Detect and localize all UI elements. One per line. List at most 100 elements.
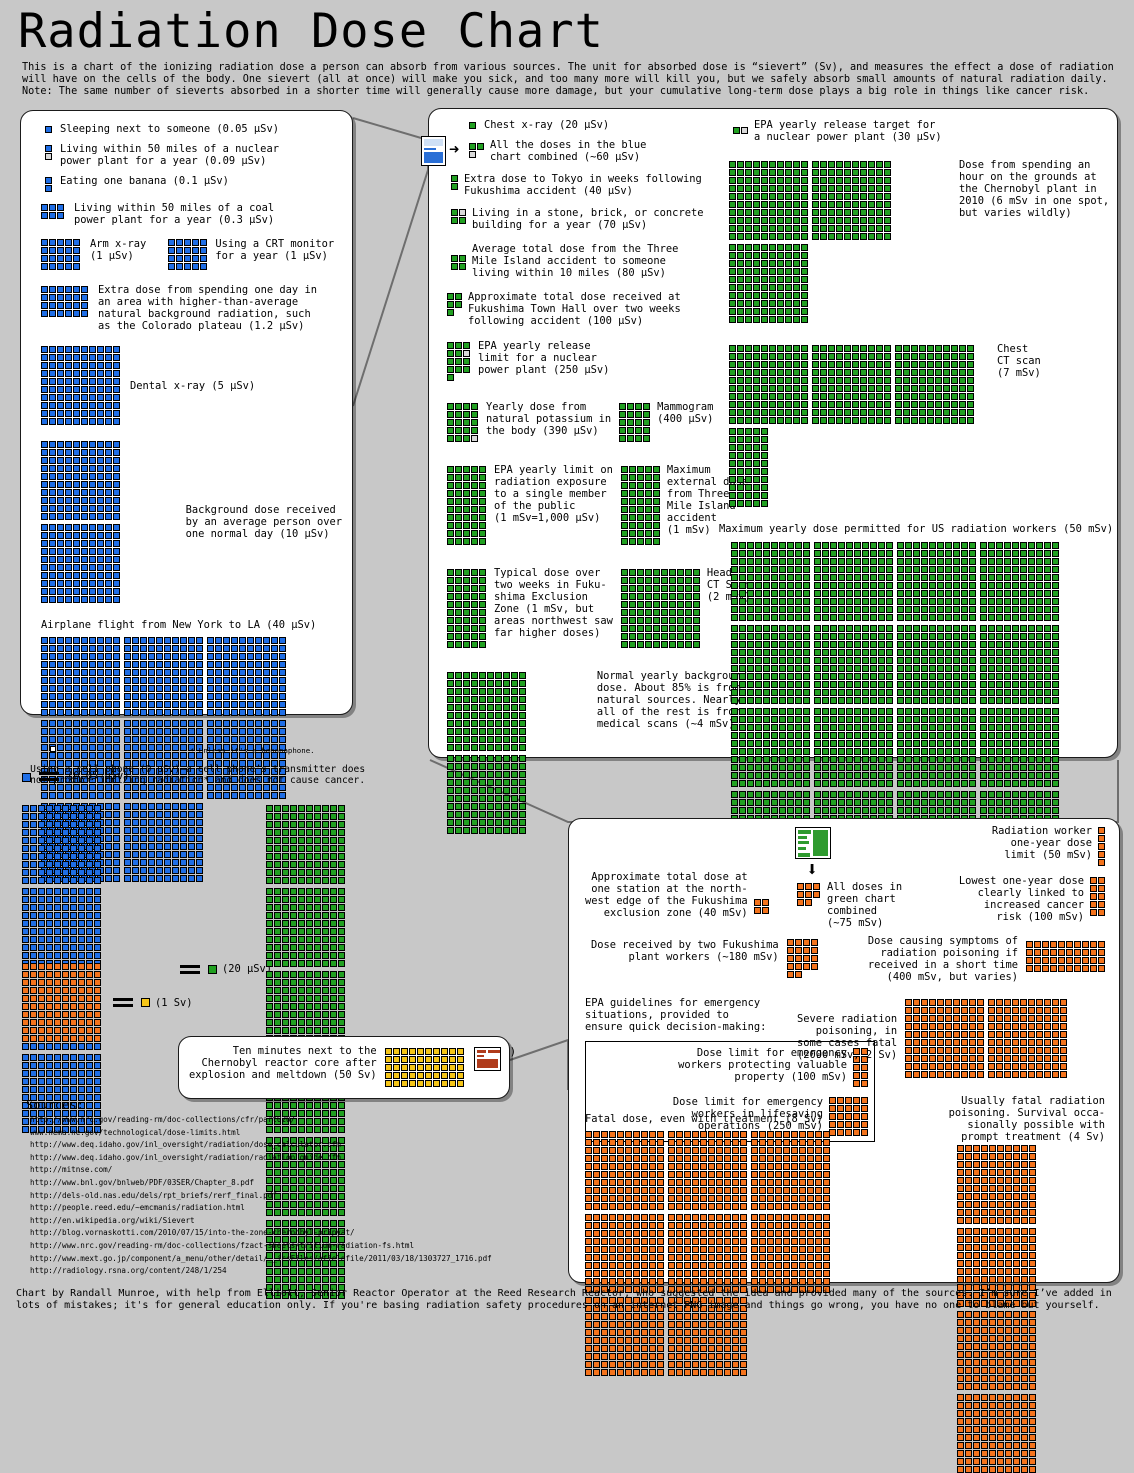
dose-square: [180, 768, 187, 775]
dose-square: [844, 217, 851, 224]
dose-square: [822, 799, 829, 806]
dose-square: [795, 641, 802, 648]
dose-square: [45, 177, 52, 184]
dose-square: [755, 665, 762, 672]
dose-square: [271, 701, 278, 708]
dose-square: [745, 244, 752, 251]
dose-square: [822, 756, 829, 763]
dose-square: [447, 435, 454, 442]
dose-square: [89, 473, 96, 480]
dose-square: [844, 169, 851, 176]
dose-square: [447, 366, 454, 373]
dose-square: [895, 401, 902, 408]
dose-square: [795, 708, 802, 715]
dose-square: [929, 641, 936, 648]
dose-square: [81, 580, 88, 587]
dose-square: [132, 645, 139, 652]
dose-square: [929, 598, 936, 605]
dose-square: [846, 641, 853, 648]
dose-square: [148, 637, 155, 644]
dose-square: [876, 409, 883, 416]
dose-square: [969, 558, 976, 565]
dose-square: [65, 370, 72, 377]
dose-square: [196, 744, 203, 751]
dose-square: [113, 572, 120, 579]
dose-squares: [124, 720, 203, 799]
dose-square: [644, 601, 652, 608]
dose-square: [113, 473, 120, 480]
dose-square: [969, 708, 976, 715]
dose-square: [223, 792, 230, 799]
dose-square: [953, 625, 960, 632]
dose-square: [188, 728, 195, 735]
dose-square: [1012, 649, 1019, 656]
dose-square: [777, 345, 784, 352]
dose-square: [953, 748, 960, 755]
dose-square: [747, 582, 754, 589]
dose-square: [878, 665, 885, 672]
dose-squares: [897, 708, 976, 787]
dose-square: [620, 593, 628, 600]
dose-square: [676, 569, 684, 576]
dose-square: [207, 720, 214, 727]
dose-square: [487, 728, 494, 735]
dose-square: [830, 566, 837, 573]
dose-square: [463, 672, 470, 679]
dose-square: [215, 685, 222, 692]
dose-square: [935, 409, 942, 416]
dose-square: [81, 720, 88, 727]
dose-square: [745, 377, 752, 384]
dose-square: [239, 728, 246, 735]
dose-square: [729, 209, 736, 216]
dose-square: [113, 370, 120, 377]
dose-square: [801, 217, 808, 224]
dose-square: [644, 633, 652, 640]
dose-square: [747, 590, 754, 597]
dose-square: [929, 716, 936, 723]
dose-square: [801, 393, 808, 400]
dose-square: [89, 720, 96, 727]
dose-square: [172, 784, 179, 791]
dose-square: [57, 588, 64, 595]
dose-square: [988, 740, 995, 747]
dose-square: [988, 614, 995, 621]
dose-square: [753, 244, 760, 251]
dose-square: [271, 693, 278, 700]
dose-square: [471, 474, 478, 481]
list-item: Approximate total dose received at Fukus…: [447, 291, 747, 327]
dose-square: [980, 799, 987, 806]
dose-square: [943, 401, 950, 408]
dose-square: [988, 799, 995, 806]
dose-square: [1012, 614, 1019, 621]
dose-square: [801, 300, 808, 307]
dose-square: [996, 558, 1003, 565]
dose-square: [1052, 780, 1059, 787]
dose-square: [164, 819, 171, 826]
dose-square: [860, 409, 867, 416]
dose-square: [927, 377, 934, 384]
dose-square: [65, 418, 72, 425]
dose-square: [846, 732, 853, 739]
dose-square: [753, 217, 760, 224]
dose-square: [769, 369, 776, 376]
dose-square: [905, 550, 912, 557]
dose-square: [980, 566, 987, 573]
dose-square: [97, 540, 104, 547]
dose-square: [89, 378, 96, 385]
dose-square: [643, 403, 651, 410]
dose-square: [132, 843, 139, 850]
dose-square: [455, 720, 462, 727]
dose-square: [980, 590, 987, 597]
dose-square: [803, 724, 810, 731]
dose-square: [801, 276, 808, 283]
dose-square: [215, 645, 222, 652]
dose-square: [1004, 558, 1011, 565]
dose-square: [49, 449, 56, 456]
dose-square: [628, 601, 636, 608]
dose-square: [886, 697, 893, 704]
dose-square: [812, 353, 819, 360]
dose-square: [846, 574, 853, 581]
dose-squares: [124, 803, 203, 882]
dose-square: [231, 792, 238, 799]
dose-square: [822, 657, 829, 664]
